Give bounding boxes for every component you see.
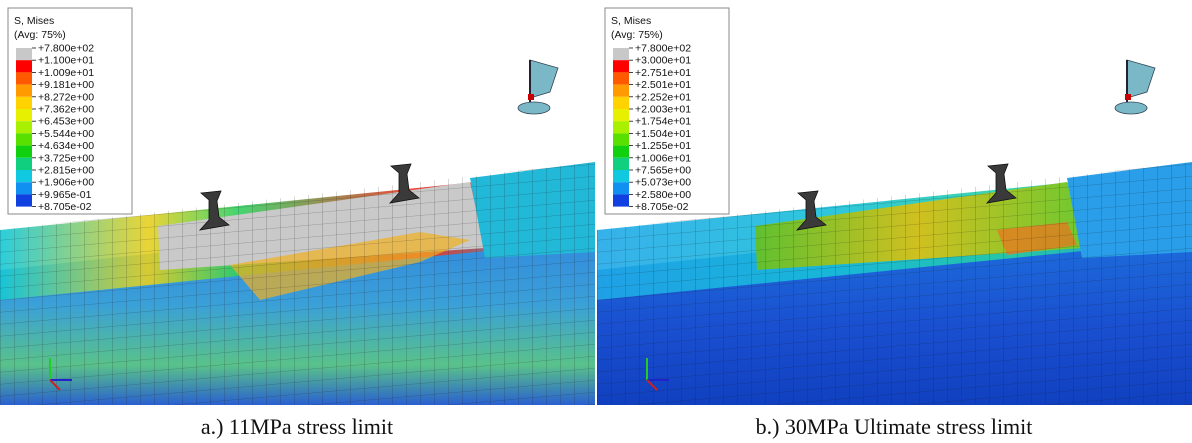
panel: S, Mises(Avg: 75%)+7.800e+02+3.000e+01+2… bbox=[597, 0, 1192, 439]
legend-label: +2.252e+01 bbox=[635, 91, 691, 103]
legend-swatch bbox=[16, 72, 32, 84]
legend-subtitle: (Avg: 75%) bbox=[611, 29, 663, 41]
legend-swatch bbox=[613, 72, 629, 84]
legend-label: +1.006e+01 bbox=[635, 152, 691, 164]
legend: S, Mises(Avg: 75%)+7.800e+02+3.000e+01+2… bbox=[605, 8, 729, 214]
figure: S, Mises(Avg: 75%)+7.800e+02+1.100e+01+1… bbox=[0, 0, 1192, 443]
legend-label: +8.705e-02 bbox=[38, 201, 92, 213]
legend-swatch bbox=[613, 60, 629, 72]
legend-label: +6.453e+00 bbox=[38, 116, 94, 128]
legend-swatch bbox=[613, 48, 629, 60]
legend-label: +1.504e+01 bbox=[635, 128, 691, 140]
legend-label: +5.073e+00 bbox=[635, 177, 691, 189]
triad-node bbox=[528, 94, 534, 100]
legend-title: S, Mises bbox=[14, 15, 54, 27]
legend-label: +3.000e+01 bbox=[635, 55, 691, 67]
legend-title: S, Mises bbox=[611, 15, 651, 27]
legend-swatch bbox=[16, 121, 32, 133]
legend-label: +7.362e+00 bbox=[38, 104, 94, 116]
legend-label: +2.751e+01 bbox=[635, 67, 691, 79]
legend-label: +2.580e+00 bbox=[635, 189, 691, 201]
legend-swatch bbox=[16, 146, 32, 158]
legend-swatch bbox=[613, 133, 629, 145]
legend-label: +2.501e+01 bbox=[635, 79, 691, 91]
legend-label: +4.634e+00 bbox=[38, 140, 94, 152]
caption: b.) 30MPa Ultimate stress limit bbox=[756, 414, 1033, 439]
legend-label: +2.815e+00 bbox=[38, 165, 94, 177]
legend-swatch bbox=[16, 133, 32, 145]
page: {"panels": [ {"legend_title": "S, Mises"… bbox=[0, 0, 1192, 443]
legend-swatch bbox=[613, 109, 629, 121]
legend-swatch bbox=[16, 85, 32, 97]
legend-swatch bbox=[613, 158, 629, 170]
legend: S, Mises(Avg: 75%)+7.800e+02+1.100e+01+1… bbox=[8, 8, 132, 214]
legend-swatch bbox=[613, 194, 629, 206]
triad-node bbox=[1125, 94, 1131, 100]
legend-label: +5.544e+00 bbox=[38, 128, 94, 140]
legend-label: +7.565e+00 bbox=[635, 165, 691, 177]
triad-base bbox=[1115, 102, 1147, 114]
legend-swatch bbox=[613, 85, 629, 97]
legend-label: +2.003e+01 bbox=[635, 104, 691, 116]
legend-swatch bbox=[613, 170, 629, 182]
legend-swatch bbox=[613, 182, 629, 194]
legend-label: +9.965e-01 bbox=[38, 189, 92, 201]
legend-swatch bbox=[16, 48, 32, 60]
legend-swatch bbox=[16, 158, 32, 170]
legend-swatch bbox=[613, 97, 629, 109]
legend-label: +9.181e+00 bbox=[38, 79, 94, 91]
legend-swatch bbox=[16, 97, 32, 109]
legend-label: +1.906e+00 bbox=[38, 177, 94, 189]
legend-label: +3.725e+00 bbox=[38, 152, 94, 164]
legend-swatch bbox=[16, 109, 32, 121]
legend-label: +1.009e+01 bbox=[38, 67, 94, 79]
panel: S, Mises(Avg: 75%)+7.800e+02+1.100e+01+1… bbox=[0, 0, 595, 439]
legend-swatch bbox=[613, 121, 629, 133]
legend-label: +7.800e+02 bbox=[635, 43, 691, 55]
legend-swatch bbox=[16, 60, 32, 72]
legend-label: +1.255e+01 bbox=[635, 140, 691, 152]
legend-swatch bbox=[16, 170, 32, 182]
legend-subtitle: (Avg: 75%) bbox=[14, 29, 66, 41]
legend-label: +8.705e-02 bbox=[635, 201, 689, 213]
triad-base bbox=[518, 102, 550, 114]
legend-label: +1.754e+01 bbox=[635, 116, 691, 128]
caption: a.) 11MPa stress limit bbox=[201, 414, 393, 439]
legend-swatch bbox=[16, 194, 32, 206]
legend-label: +8.272e+00 bbox=[38, 91, 94, 103]
legend-label: +1.100e+01 bbox=[38, 55, 94, 67]
legend-swatch bbox=[613, 146, 629, 158]
legend-swatch bbox=[16, 182, 32, 194]
legend-label: +7.800e+02 bbox=[38, 43, 94, 55]
